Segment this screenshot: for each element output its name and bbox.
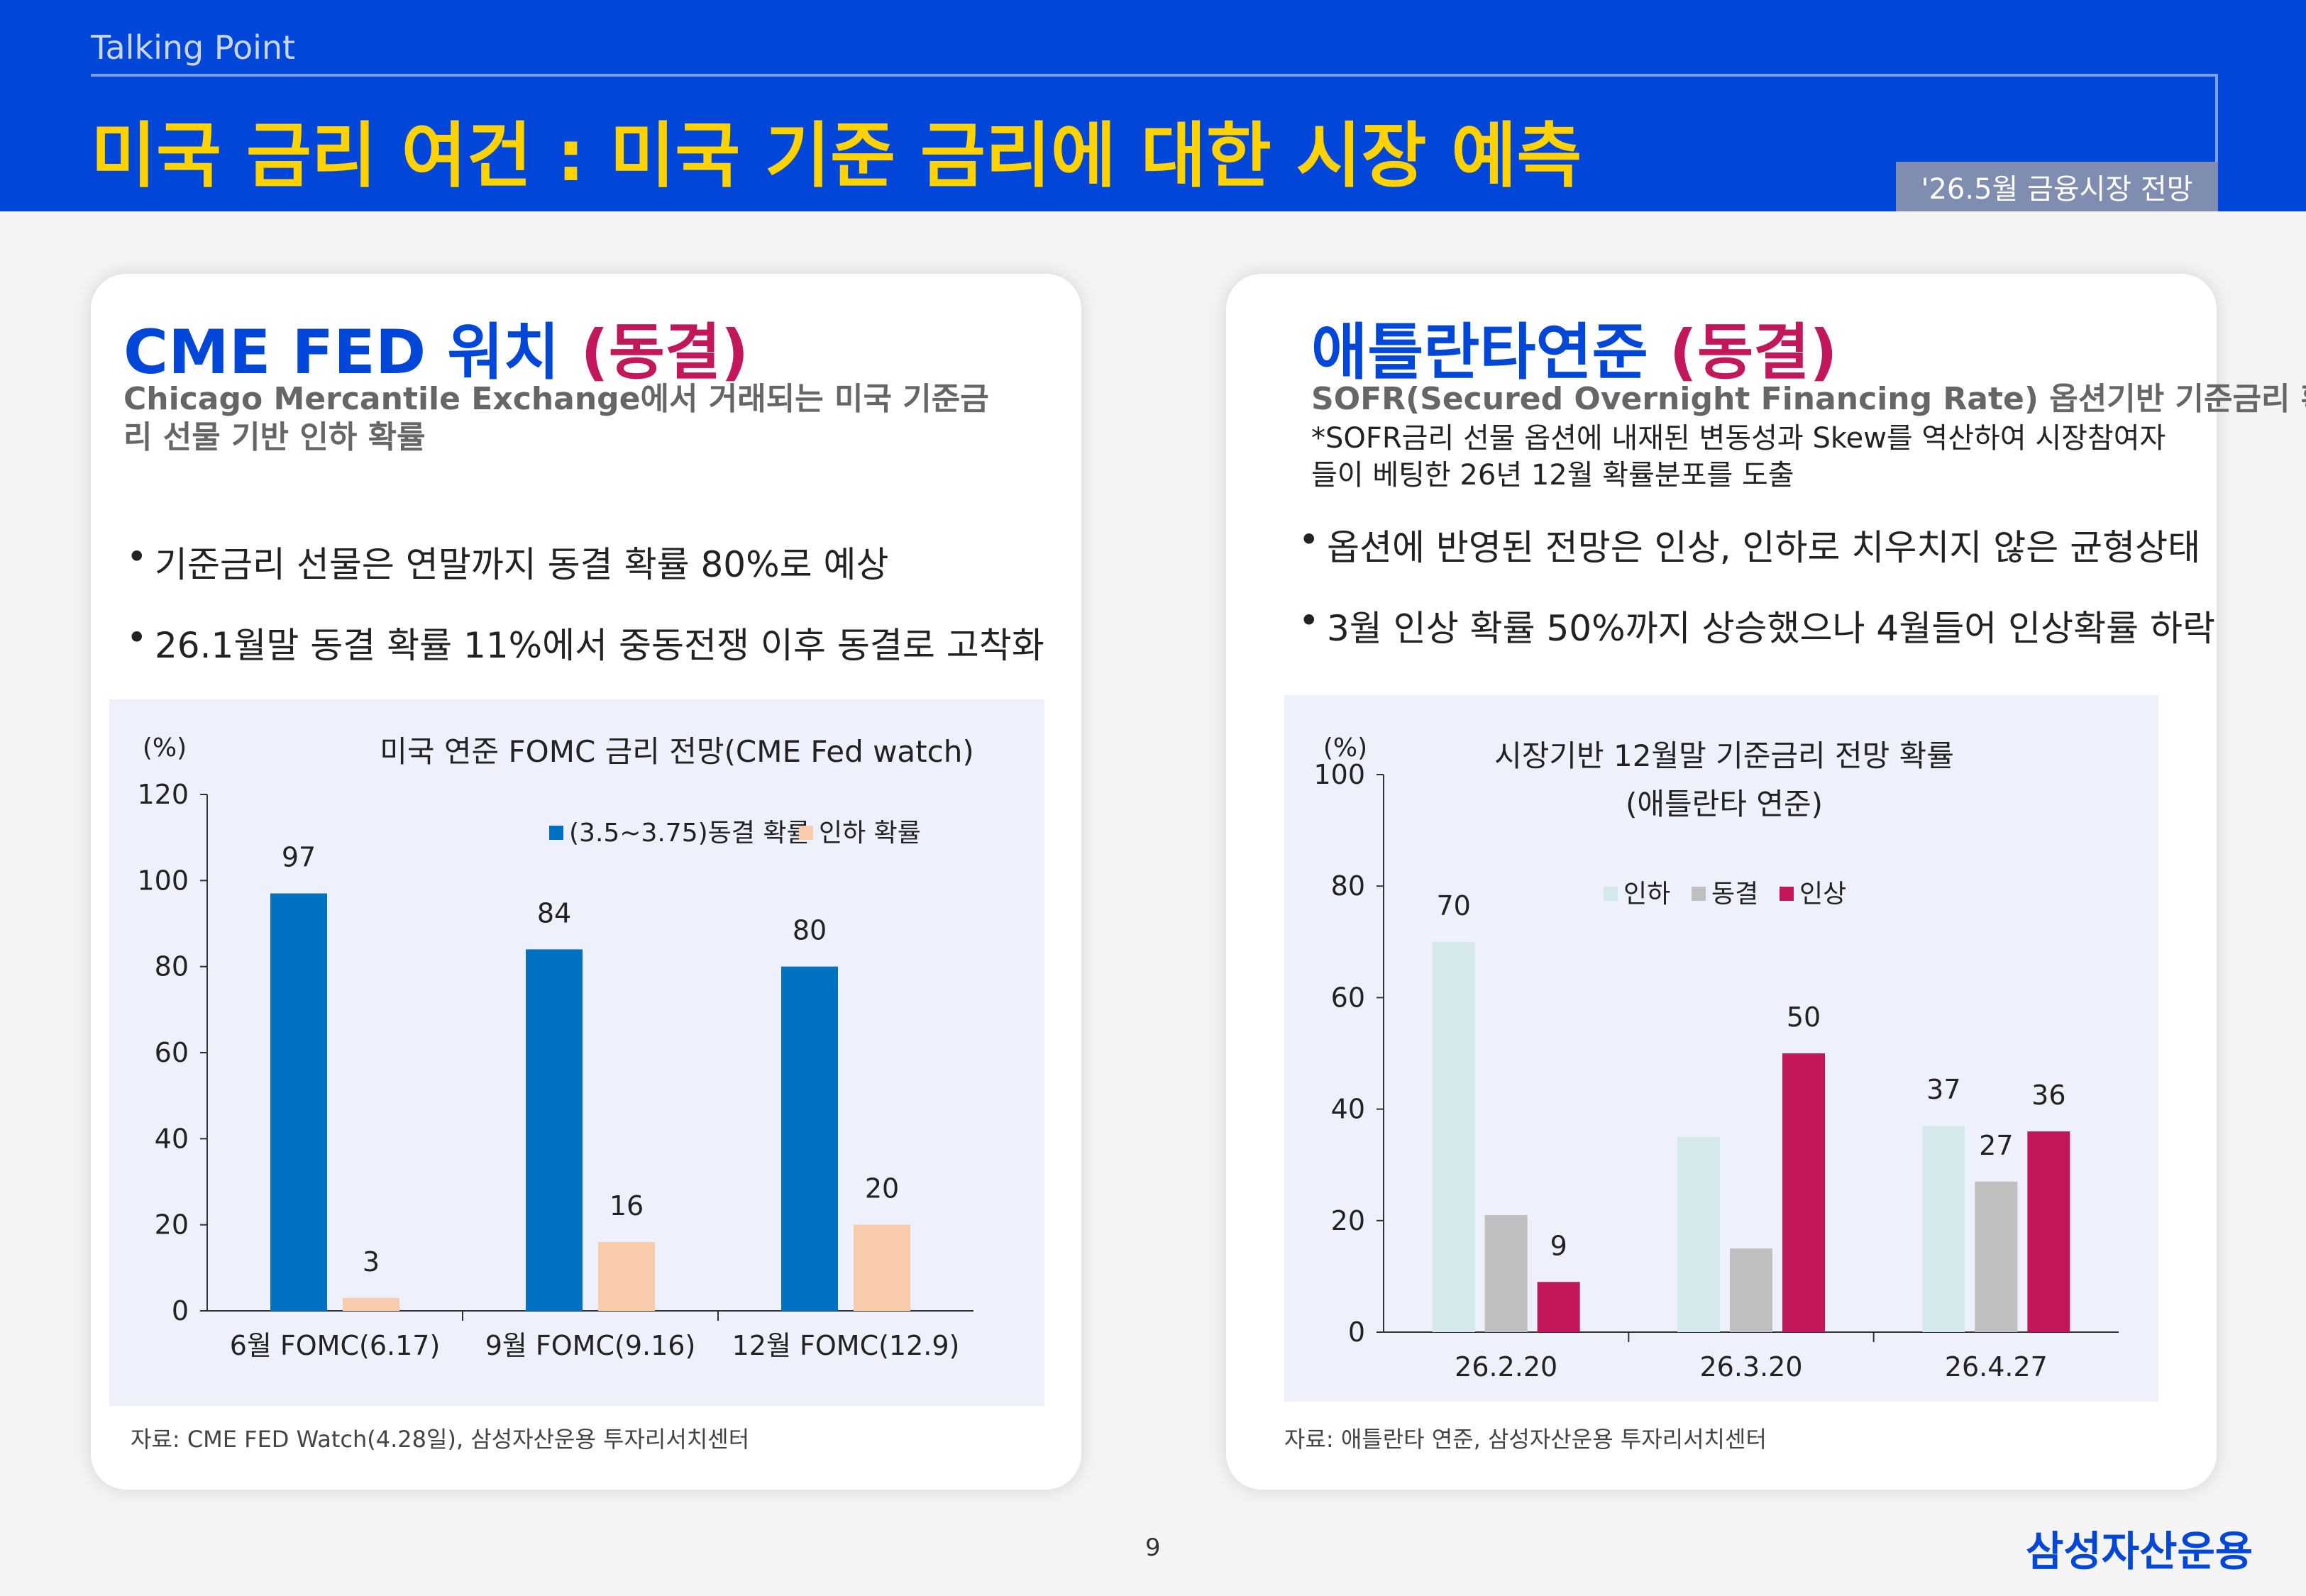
bar-1 (270, 893, 327, 1311)
bar-1 (526, 949, 583, 1311)
data-label: 37 (1926, 1074, 1960, 1105)
panel-subtitle: SOFR(Secured Overnight Financing Rate) 옵… (1311, 381, 2306, 417)
bar-2 (1730, 1248, 1772, 1332)
legend-label: 인하 확률 (819, 819, 921, 848)
section-label: Talking Point (91, 28, 296, 67)
y-axis-unit: (%) (143, 733, 187, 763)
y-tick-label: 20 (1331, 1205, 1365, 1236)
data-label: 27 (1979, 1130, 2013, 1161)
chart-title: 시장기반 12월말 기준금리 전망 확률 (1494, 738, 1954, 773)
panel-title-status: (동결) (1669, 317, 1838, 388)
y-tick-label: 40 (1331, 1094, 1365, 1125)
y-axis-unit: (%) (1323, 733, 1367, 763)
data-label: 50 (1787, 1002, 1821, 1033)
bar-3 (1782, 1053, 1825, 1332)
legend-label: (3.5~3.75)동결 확률 (569, 819, 810, 848)
y-tick-label: 80 (155, 951, 189, 982)
bar-2 (343, 1297, 399, 1311)
y-tick-label: 60 (155, 1037, 189, 1068)
y-tick-label: 40 (155, 1123, 189, 1154)
data-label: 70 (1436, 890, 1470, 921)
atlanta-chart-svg: 0 20 40 60 80 100(%) 시장기반 12월말 기준금리 전망 확률 (애틀란타… (1313, 733, 2119, 1382)
source-note: 자료: CME FED Watch(4.28일), 삼성자산운용 투자리서치센터 (131, 1426, 750, 1453)
company-logo: 삼성자산운용 (2026, 1527, 2253, 1575)
x-tick-label: 26.2.20 (1455, 1351, 1557, 1382)
x-tick-label: 9월 FOMC(9.16) (485, 1330, 696, 1361)
bar-1 (1432, 941, 1475, 1332)
page-title: 미국 금리 여건 : 미국 기준 금리에 대한 시장 예측 (91, 114, 1582, 197)
bar-3 (1537, 1282, 1580, 1332)
legend-swatch (1780, 887, 1794, 901)
data-label: 97 (282, 842, 316, 873)
bar-2 (598, 1241, 655, 1311)
fomc-chart: 0 20 40 60 80 100 120 (%) 미국 연준 FOMC 금리 전망(CME F… (109, 699, 1044, 1406)
bullet-item: 26.1월말 동결 확률 11%에서 중동전쟁 이후 동결로 고착화 (126, 617, 1044, 668)
panel-note: *SOFR금리 선물 옵션에 내재된 변동성과 Skew를 역산하여 시장참여자… (1311, 422, 2166, 492)
bar-2 (854, 1224, 910, 1311)
y-tick-label: 20 (155, 1209, 189, 1241)
legend-label: 동결 (1711, 880, 1758, 909)
chart-title: 미국 연준 FOMC 금리 전망(CME Fed watch) (380, 734, 974, 769)
bullet-item: 3월 인상 확률 50%까지 상승했으나 4월들어 인상확률 하락 (1298, 600, 2215, 651)
header-divider-vertical (2215, 74, 2218, 166)
bar-2 (1975, 1181, 2018, 1332)
bar-3 (2027, 1131, 2070, 1332)
y-tick-label: 120 (137, 779, 189, 810)
data-label: 9 (1550, 1230, 1567, 1261)
source-note: 자료: 애틀란타 연준, 삼성자산운용 투자리서치센터 (1284, 1426, 1767, 1453)
chart-subtitle: (애틀란타 연준) (1626, 787, 1823, 821)
data-label: 80 (793, 915, 827, 946)
data-label: 16 (609, 1190, 644, 1221)
y-tick-label: 0 (172, 1295, 189, 1326)
legend-swatch (1692, 887, 1706, 901)
legend-swatch (1604, 887, 1618, 901)
fomc-chart-svg: 0 20 40 60 80 100 120 (%) 미국 연준 FOMC 금리 전망(CME F… (137, 733, 974, 1361)
legend-swatch (799, 826, 813, 840)
y-tick-label: 100 (1313, 759, 1365, 790)
y-tick-label: 80 (1331, 870, 1365, 902)
bar-1 (1677, 1136, 1720, 1332)
x-tick-label: 26.4.27 (1945, 1351, 2048, 1382)
y-tick-label: 100 (137, 865, 189, 896)
legend-label: 인하 (1623, 880, 1670, 909)
x-tick-label: 12월 FOMC(12.9) (732, 1330, 960, 1361)
panel-subtitle: Chicago Mercantile Exchange에서 거래되는 미국 기준… (123, 381, 989, 455)
header-bar: Talking Point 미국 금리 여건 : 미국 기준 금리에 대한 시장… (0, 0, 2306, 211)
legend-label: 인상 (1799, 880, 1846, 909)
x-tick-label: 6월 FOMC(6.17) (230, 1330, 441, 1361)
atlanta-chart: 0 20 40 60 80 100 (%) 시장기반 12월말 기준금리 전망 확률 (애틀란타… (1284, 695, 2158, 1402)
data-label: 3 (363, 1246, 380, 1278)
bullet-item: 옵션에 반영된 전망은 인상, 인하로 치우치지 않은 균형상태 (1298, 519, 2215, 570)
data-label: 36 (2031, 1080, 2065, 1111)
page-number: 9 (1145, 1534, 1161, 1562)
panel-title: 애틀란타연준 (동결) (1311, 302, 1838, 391)
bullet-list: 기준금리 선물은 연말까지 동결 확률 80%로 예상 26.1월말 동결 확률… (126, 536, 1044, 698)
panel-title: CME FED 워치 (동결) (123, 302, 749, 391)
bar-1 (781, 966, 838, 1311)
bullet-item: 기준금리 선물은 연말까지 동결 확률 80%로 예상 (126, 536, 1044, 587)
header-divider (91, 74, 2218, 77)
panel-title-status: (동결) (580, 317, 749, 388)
bar-2 (1484, 1214, 1528, 1332)
y-tick-label: 0 (1348, 1317, 1365, 1348)
panel-title-main: 애틀란타연준 (1311, 317, 1670, 388)
bar-1 (1922, 1126, 1965, 1332)
data-label: 84 (537, 897, 571, 929)
cme-fedwatch-panel: CME FED 워치 (동결) Chicago Mercantile Excha… (91, 274, 1081, 1490)
atlanta-fed-panel: 애틀란타연준 (동결) SOFR(Secured Overnight Finan… (1226, 274, 2306, 1490)
x-tick-label: 26.3.20 (1699, 1351, 1802, 1382)
panel-title-main: CME FED 워치 (123, 317, 581, 388)
report-badge: '26.5월 금융시장 전망 (1896, 162, 2218, 211)
data-label: 20 (865, 1173, 899, 1204)
bullet-list: 옵션에 반영된 전망은 인상, 인하로 치우치지 않은 균형상태 3월 인상 확… (1298, 519, 2215, 681)
y-tick-label: 60 (1331, 982, 1365, 1013)
legend-swatch (549, 826, 563, 840)
